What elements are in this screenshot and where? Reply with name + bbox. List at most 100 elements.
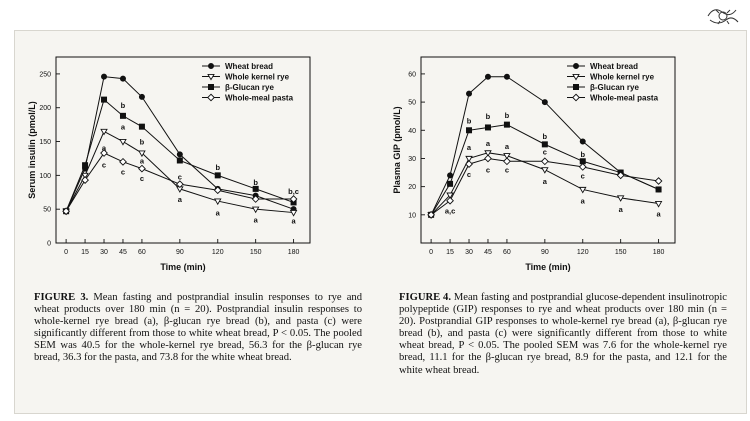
data-point bbox=[100, 149, 108, 157]
data-point bbox=[176, 151, 183, 158]
significance-label: a bbox=[467, 143, 472, 152]
data-point bbox=[289, 195, 298, 203]
y-tick-label: 250 bbox=[39, 71, 51, 78]
data-point bbox=[484, 154, 492, 163]
legend-marker bbox=[572, 62, 579, 69]
series-2 bbox=[62, 128, 298, 217]
x-tick-label: 45 bbox=[119, 249, 127, 256]
y-tick-label: 50 bbox=[408, 100, 416, 107]
y-tick-label: 150 bbox=[39, 139, 51, 146]
y-tick-label: 0 bbox=[47, 241, 51, 248]
data-point bbox=[466, 90, 473, 97]
data-point bbox=[252, 185, 259, 192]
significance-label: a,c bbox=[445, 207, 455, 216]
data-point bbox=[138, 93, 145, 100]
significance-label: a bbox=[102, 144, 107, 153]
significance-label: b bbox=[505, 111, 510, 120]
x-tick-label: 90 bbox=[176, 249, 184, 256]
data-point bbox=[82, 162, 89, 169]
data-point bbox=[447, 180, 454, 187]
significance-label: a bbox=[619, 205, 624, 214]
legend-marker bbox=[572, 73, 580, 81]
gip-chart: 10 20 30 40 50 60 0 15 30 45 60 90 120 150 180 Time (mi… bbox=[383, 32, 728, 277]
data-point bbox=[484, 150, 492, 157]
significance-label: a bbox=[581, 197, 586, 206]
legend-marker bbox=[207, 62, 214, 69]
y-tick-label: 30 bbox=[408, 156, 416, 163]
x-tick-label: 60 bbox=[138, 249, 146, 256]
y-tick-label: 100 bbox=[39, 173, 51, 180]
legend-label: Wheat bread bbox=[225, 62, 273, 71]
figure-4-caption: FIGURE 4. Mean fasting and postprandial … bbox=[399, 292, 727, 377]
figure-3-caption: FIGURE 3. Mean fasting and postprandial … bbox=[34, 292, 362, 365]
data-point bbox=[578, 186, 587, 194]
series-2 bbox=[427, 150, 663, 219]
significance-label: c bbox=[121, 167, 125, 176]
y-axis-title: Serum insulin (pmol/L) bbox=[27, 101, 37, 199]
significance-label: c bbox=[467, 170, 471, 179]
x-tick-label: 30 bbox=[100, 249, 108, 256]
data-point bbox=[655, 186, 662, 193]
data-point bbox=[101, 96, 108, 103]
data-point bbox=[213, 198, 222, 206]
data-point bbox=[446, 196, 454, 205]
data-point bbox=[138, 164, 146, 173]
significance-label: a bbox=[254, 215, 259, 224]
significance-label: b bbox=[580, 150, 585, 159]
data-point bbox=[62, 207, 70, 216]
data-point bbox=[214, 172, 221, 179]
significance-label: c bbox=[102, 161, 106, 170]
caption-text: Mean fasting and postprandial insulin re… bbox=[34, 292, 363, 364]
significance-label: a bbox=[291, 217, 296, 226]
ornament-decoration bbox=[707, 9, 739, 25]
legend-marker bbox=[207, 84, 214, 91]
data-point bbox=[540, 157, 549, 166]
significance-label: b,c bbox=[288, 187, 299, 196]
data-point bbox=[616, 171, 625, 180]
significance-label: b bbox=[121, 101, 126, 110]
x-tick-label: 90 bbox=[541, 249, 549, 256]
data-point bbox=[138, 150, 146, 158]
significance-label: b bbox=[486, 112, 491, 121]
significance-label: a bbox=[656, 209, 661, 218]
data-point bbox=[119, 75, 126, 82]
data-point bbox=[541, 99, 548, 106]
significance-label: b bbox=[215, 163, 220, 172]
data-point bbox=[503, 153, 511, 160]
x-tick-label: 0 bbox=[429, 249, 433, 256]
data-point bbox=[578, 163, 587, 171]
y-tick-label: 200 bbox=[39, 105, 51, 112]
x-tick-label: 15 bbox=[446, 249, 454, 256]
series-4 bbox=[427, 154, 663, 219]
legend-label: Whole-meal pasta bbox=[225, 94, 294, 103]
significance-label: c bbox=[543, 147, 547, 156]
legend-label: Whole kernel rye bbox=[590, 73, 655, 82]
data-point bbox=[289, 210, 298, 217]
significance-label: c bbox=[505, 166, 509, 175]
y-tick-label: 40 bbox=[408, 128, 416, 135]
significance-label: a bbox=[178, 195, 183, 204]
caption-label: FIGURE 3. bbox=[34, 292, 89, 303]
legend-label: Wheat bread bbox=[590, 62, 638, 71]
x-tick-label: 30 bbox=[465, 249, 473, 256]
data-point bbox=[138, 123, 145, 130]
data-point bbox=[81, 176, 89, 184]
data-point bbox=[213, 186, 222, 195]
significance-label: a bbox=[216, 209, 221, 218]
y-tick-label: 50 bbox=[43, 207, 51, 214]
data-point bbox=[119, 112, 126, 119]
data-point bbox=[616, 195, 625, 202]
data-point bbox=[251, 206, 260, 214]
x-axis-title: Time (min) bbox=[525, 262, 570, 272]
x-tick-label: 180 bbox=[653, 249, 665, 256]
significance-label: c bbox=[178, 173, 182, 182]
data-point bbox=[427, 210, 435, 219]
x-tick-label: 150 bbox=[615, 249, 627, 256]
data-point bbox=[579, 138, 586, 145]
legend-label: β-Glucan rye bbox=[590, 83, 639, 92]
significance-label: a bbox=[121, 123, 126, 132]
x-tick-label: 150 bbox=[250, 249, 262, 256]
significance-label: b bbox=[253, 178, 258, 187]
data-point bbox=[465, 155, 473, 163]
